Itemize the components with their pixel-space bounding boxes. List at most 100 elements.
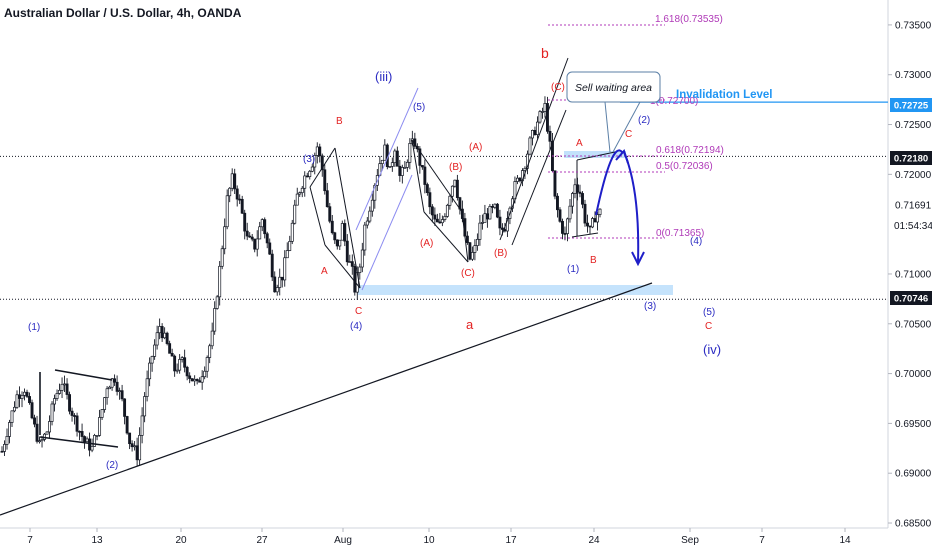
flag-bottom[interactable] [571,232,599,238]
candle-body [108,386,112,390]
candle-body [478,222,482,240]
candle-body [548,130,552,142]
candle-body [153,344,157,357]
candle-body [273,276,277,293]
candle-body [65,383,69,395]
candle-body [60,383,64,391]
channel-lower[interactable] [361,174,413,291]
candle-body [223,226,227,250]
candle-body [100,409,104,418]
fib-label-0: 0(0.71365) [656,228,704,239]
candle-body [328,206,332,222]
triangle-upper-edge[interactable] [54,369,113,381]
trend-line[interactable] [0,282,653,516]
wedge-a-left[interactable] [411,139,425,213]
y-tick-label: 0.69000 [895,469,932,480]
candle-body [525,153,529,169]
price-axis[interactable]: 0.73500 0.73000 0.72500 0.72000 0.71000 0.705… [888,20,932,530]
candle-body [345,240,349,263]
candle-body [365,220,369,226]
wave-label: (2) [106,460,118,471]
channel-b-upper[interactable] [499,57,569,241]
diamond-edge-4[interactable] [324,244,361,289]
candle-body [205,357,209,372]
candle-body [488,206,492,220]
candle-body [533,129,537,136]
candle-body [138,435,142,461]
candle-body [465,235,469,244]
candle-body [330,220,334,234]
diamond-edge-2[interactable] [309,186,326,246]
candle-body [270,253,274,278]
wave-label: (3) [303,154,315,165]
channel-upper[interactable] [355,87,419,231]
time-axis[interactable]: 7 13 20 27 Aug 10 17 24 Sep 7 14 [27,528,851,546]
candle-body [220,248,224,267]
fib-label-05: 0.5(0.72036) [656,161,713,172]
price-badge-invalidation[interactable] [890,98,932,112]
candle-body [423,166,427,185]
candle-body [578,191,582,194]
candle-body [230,173,234,189]
candle-body [175,369,179,372]
wave-label: (B) [494,248,507,259]
candle-body [248,235,252,238]
candle-body [5,436,9,445]
wedge-a-right[interactable] [461,211,469,263]
candle-body [13,406,16,412]
candle-body [178,359,182,371]
candle-body [238,198,242,201]
candle-body [58,389,61,394]
candle-body [68,394,72,412]
candle-body [358,266,362,273]
candle-body [571,193,574,207]
support-zone[interactable] [358,285,673,295]
candle-body [38,440,41,443]
candle-body [125,416,129,434]
candle-body [85,438,89,443]
candle-body [500,227,504,230]
candle-body [395,150,399,167]
candle-body [280,276,284,281]
wave-label: (2) [638,115,650,126]
candle-body [505,218,509,232]
candle-body [353,266,357,293]
callout-pointer-left [604,101,611,153]
candle-body [598,208,602,215]
x-tick-label: 14 [839,535,851,546]
sell-zone[interactable] [564,151,626,158]
candle-body [15,394,19,408]
triangle-lower-edge[interactable] [39,436,119,448]
projection-up-path [595,149,623,216]
y-tick-label: 0.73000 [895,70,932,81]
candle-body [263,219,267,235]
sell-callout[interactable]: Sell waiting area [566,71,661,153]
candle-body [75,415,79,432]
channel-b-lower[interactable] [511,109,567,246]
candle-body [528,137,532,155]
wedge-a-upper[interactable] [411,139,463,213]
price-badge-support[interactable] [890,291,932,305]
candle-body [313,155,317,168]
candle-body [253,238,257,250]
candle-body [130,443,134,448]
fib-label-1: 1(0.72700) [650,96,698,107]
wedge-a-lower[interactable] [423,211,469,263]
price-badge-current[interactable] [890,151,932,165]
candle-body [203,370,207,378]
candle-body [325,190,329,208]
candle-body [173,355,177,372]
diamond-edge-1[interactable] [309,147,336,188]
candle-body [155,332,159,346]
candle-body [288,241,292,251]
candle-body [160,326,164,339]
candle-body [363,224,367,251]
x-tick-label: 27 [256,535,268,546]
countdown-timer: 01:54:34 [894,221,932,232]
candle-body [445,204,449,217]
diamond-edge-3[interactable] [334,147,361,289]
candle-body [398,165,402,176]
y-tick-label: 0.71000 [895,269,932,280]
candle-body [275,287,279,293]
